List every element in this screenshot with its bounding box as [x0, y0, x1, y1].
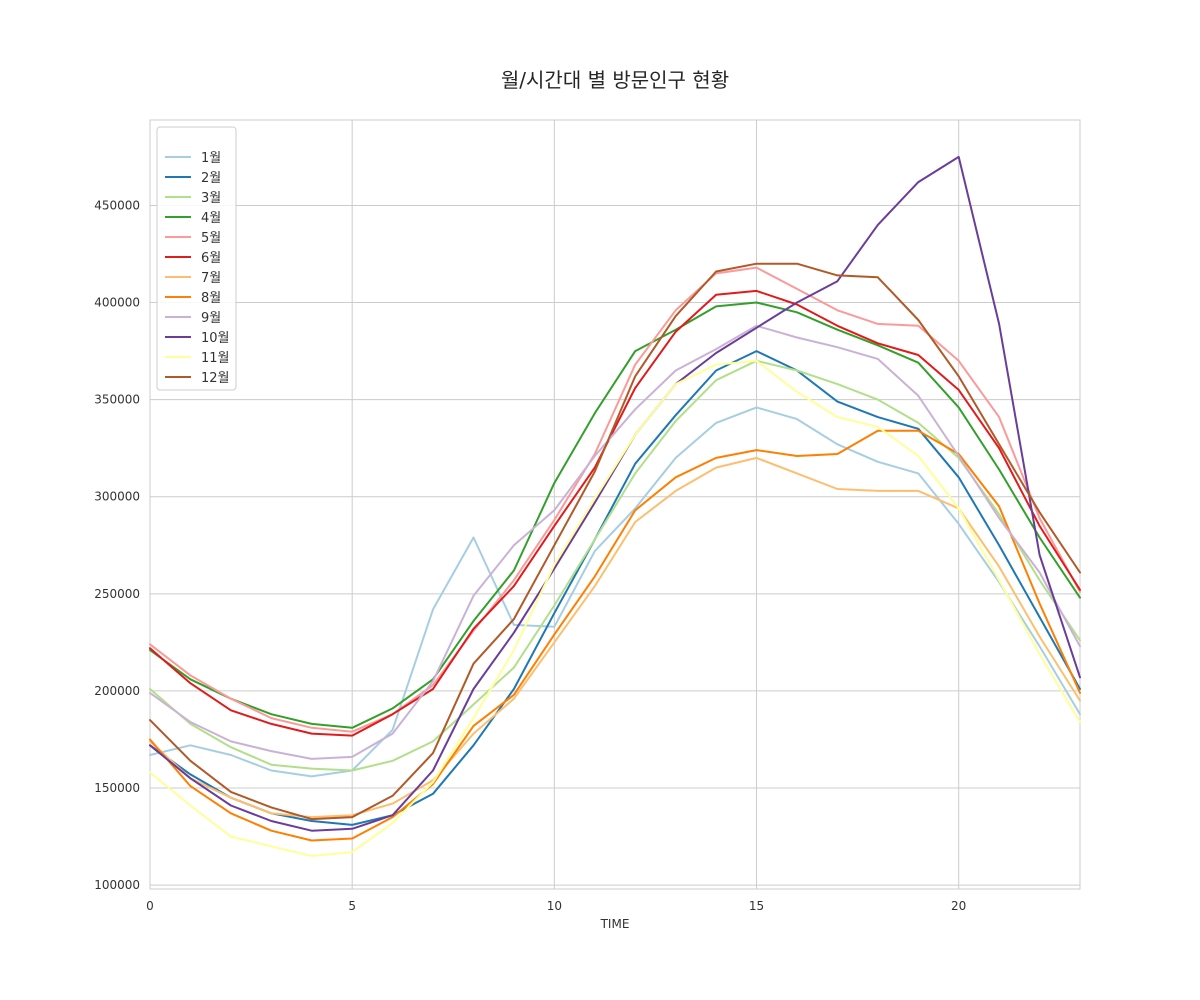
x-tick-label: 15 [749, 899, 764, 913]
series-line-12 [149, 262, 1081, 821]
series-line-8 [149, 429, 1081, 842]
series-line-10 [149, 155, 1081, 832]
y-tick-label: 350000 [94, 393, 140, 407]
series-line-11 [149, 359, 1081, 857]
legend-item-label: 7월 [201, 271, 221, 286]
y-tick-label: 450000 [94, 198, 140, 212]
y-tick-label: 200000 [94, 684, 140, 698]
x-axis-label: TIME [600, 917, 630, 931]
legend-item-label: 10월 [201, 331, 230, 346]
series-line-5 [149, 266, 1081, 733]
plot-frame [149, 119, 1081, 890]
legend-item-label: 4월 [201, 211, 221, 226]
series-line-1 [149, 406, 1081, 778]
y-tick-label: 150000 [94, 781, 140, 795]
legend-item-label: 11월 [201, 351, 230, 366]
series-line-2 [149, 350, 1081, 826]
legend-item-label: 6월 [201, 251, 221, 266]
legend-item-label: 3월 [201, 191, 221, 206]
legend-item-label: 2월 [201, 171, 221, 186]
grid-lines [149, 120, 1080, 889]
legend-item-label: 12월 [201, 371, 230, 386]
y-tick-label: 300000 [94, 490, 140, 504]
tick-labels: 0 5 10 15 20 100000 150000 200000 250000 300000 35… [94, 198, 966, 913]
x-tick-label: 0 [146, 899, 154, 913]
x-tick-label: 20 [951, 899, 966, 913]
y-tick-label: 400000 [94, 296, 140, 310]
legend-item-label: 8월 [201, 291, 221, 306]
legend-item-label: 9월 [201, 311, 221, 326]
series-line-6 [149, 289, 1081, 737]
y-tick-label: 250000 [94, 587, 140, 601]
series-layer [149, 155, 1081, 857]
legend-box [156, 126, 237, 391]
x-tick-label: 5 [348, 899, 356, 913]
x-tick-label: 10 [547, 899, 562, 913]
series-line-4 [149, 301, 1081, 729]
series-line-3 [149, 359, 1081, 772]
series-line-9 [149, 324, 1081, 760]
y-tick-label: 100000 [94, 878, 140, 892]
legend-item-label: 1월 [201, 151, 221, 166]
chart-title: 월/시간대 별 방문인구 현황 [501, 68, 729, 92]
legend: 1월 2월 3월 4월 5월 6월 7월 8월 9월 10월 11월 12월 [156, 126, 237, 391]
legend-item-label: 5월 [201, 231, 221, 246]
